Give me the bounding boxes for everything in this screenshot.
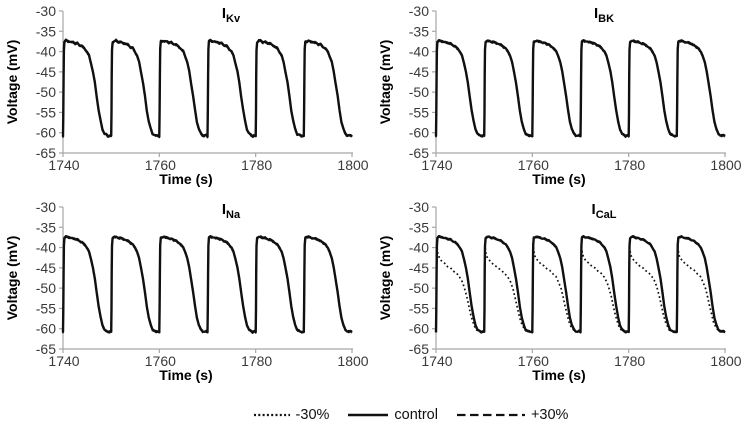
x-tick-label: 1800 [337, 157, 368, 173]
legend-item-plus30: +30% [456, 407, 569, 423]
subplot-title-ina: INa [222, 201, 240, 224]
legend-item-control: control [347, 407, 438, 423]
subplot-ical: -30 -35 -40 -45 -50 -55 -60 -65 1740 1760 1780 1800… [373, 196, 747, 400]
y-tick-label: -40 [36, 240, 56, 256]
x-tick-label: 1780 [614, 157, 645, 173]
y-tick-label: -50 [36, 280, 56, 296]
y-tick-label: -45 [36, 64, 56, 80]
y-tick-label: -50 [36, 84, 56, 100]
x-tick-label: 1760 [145, 353, 176, 369]
y-tick-label: -60 [36, 321, 56, 337]
legend-swatch-dotted-line [253, 413, 290, 417]
x-tick-label: 1780 [241, 353, 272, 369]
y-tick-label: -60 [409, 321, 429, 337]
series-plus30 [435, 234, 726, 333]
subplot-ina: -30 -35 -40 -45 -50 -55 -60 -65 1740 1760 1780 1800… [0, 196, 373, 400]
y-tick-label: -55 [36, 300, 56, 316]
x-axis-title: Time (s) [532, 367, 586, 383]
x-tick-label: 1800 [710, 353, 741, 369]
x-tick-label: 1740 [48, 157, 79, 173]
legend-item-minus30: -30% [253, 407, 330, 423]
series-plus30 [62, 38, 353, 137]
y-axis-title: Voltage (mV) [4, 235, 20, 321]
y-tick-label: -45 [409, 64, 429, 80]
subplot-title-ibk: IBK [594, 5, 614, 28]
x-tick-label: 1760 [145, 157, 176, 173]
subplot-title-ikv: IKv [222, 5, 240, 28]
y-tick-label: -30 [36, 199, 56, 215]
title-main: I [591, 201, 596, 218]
x-tick-label: 1800 [710, 157, 741, 173]
y-tick-label: -55 [36, 104, 56, 120]
title-sub: Na [226, 209, 241, 221]
y-axis-title: Voltage (mV) [377, 39, 393, 125]
y-tick-label: -65 [36, 341, 56, 357]
x-tick-label: 1780 [614, 353, 645, 369]
subplot-ikv: -30 -35 -40 -45 -50 -55 -60 -65 1740 1760 1780 1800… [0, 0, 373, 196]
x-tick-label: 1760 [518, 353, 549, 369]
legend-swatch-dashed-line [456, 413, 525, 417]
y-tick-label: -65 [36, 145, 56, 161]
y-tick-label: -35 [36, 23, 56, 39]
y-tick-label: -60 [409, 125, 429, 141]
y-tick-label: -50 [409, 84, 429, 100]
x-axis-title: Time (s) [532, 171, 586, 187]
x-tick-label: 1740 [421, 353, 452, 369]
subplot-ibk: -30 -35 -40 -45 -50 -55 -60 -65 1740 1760 1780 1800… [373, 0, 747, 196]
y-tick-label: -30 [409, 199, 429, 215]
y-axis-title: Voltage (mV) [4, 39, 20, 125]
subplot-grid: -30 -35 -40 -45 -50 -55 -60 -65 1740 1760 1780 1800… [0, 0, 747, 400]
y-tick-label: -30 [36, 3, 56, 19]
y-tick-label: -40 [409, 240, 429, 256]
y-tick-label: -40 [36, 44, 56, 60]
title-sub: BK [598, 13, 615, 25]
series-plus30 [62, 234, 353, 333]
y-tick-label: -35 [409, 219, 429, 235]
y-tick-label: -65 [409, 341, 429, 357]
legend-label: control [394, 407, 438, 423]
x-tick-label: 1760 [518, 157, 549, 173]
y-tick-label: -45 [36, 260, 56, 276]
title-sub: CaL [595, 209, 617, 221]
y-tick-label: -45 [409, 260, 429, 276]
title-main: I [593, 5, 599, 22]
x-tick-label: 1740 [48, 353, 79, 369]
legend-swatch-solid-line [348, 413, 389, 417]
y-tick-label: -30 [409, 3, 429, 19]
legend-label: -30% [295, 407, 330, 423]
x-tick-label: 1740 [421, 157, 452, 173]
series-plus30 [435, 38, 726, 137]
x-tick-label: 1780 [241, 157, 272, 173]
x-tick-label: 1800 [337, 353, 368, 369]
y-tick-label: -40 [409, 44, 429, 60]
y-tick-label: -35 [36, 219, 56, 235]
y-tick-label: -60 [36, 125, 56, 141]
y-tick-label: -55 [409, 104, 429, 120]
y-tick-label: -50 [409, 280, 429, 296]
y-tick-label: -55 [409, 300, 429, 316]
title-sub: Kv [226, 13, 241, 25]
y-axis-title: Voltage (mV) [377, 235, 393, 321]
title-main: I [221, 201, 227, 218]
legend: -30% control +30% [0, 400, 747, 430]
x-axis-title: Time (s) [159, 171, 213, 187]
title-main: I [221, 5, 227, 22]
y-tick-label: -35 [409, 23, 429, 39]
x-axis-title: Time (s) [159, 367, 213, 383]
subplot-title-ical: ICaL [592, 201, 617, 224]
legend-label: +30% [530, 407, 569, 423]
y-tick-label: -65 [409, 145, 429, 161]
